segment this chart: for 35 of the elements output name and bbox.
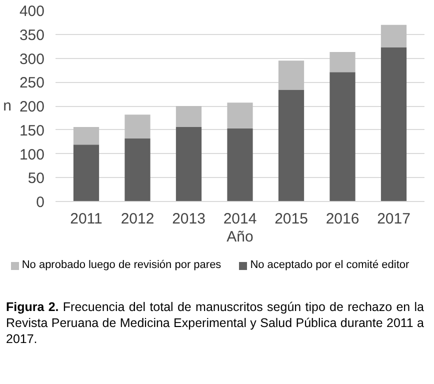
x-tick-label: 2015: [274, 210, 308, 228]
y-tick-label: 50: [28, 170, 45, 188]
bar: [278, 60, 304, 90]
y-tick-label: 350: [19, 26, 45, 44]
bar: [227, 128, 253, 202]
x-tick-label: 2014: [223, 210, 257, 228]
x-tick-label: 2012: [120, 210, 154, 228]
legend-label: No aprobado luego de revisión por pares: [20, 258, 222, 273]
x-tick-label: 2011: [70, 210, 102, 228]
bar: [278, 90, 304, 202]
bar: [380, 47, 407, 202]
y-tick-label: 100: [19, 146, 45, 164]
y-tick-label: 200: [19, 98, 45, 116]
bar: [124, 138, 150, 202]
bar: [124, 114, 150, 138]
x-tick-label: 2013: [172, 210, 206, 228]
y-tick-label: 400: [19, 3, 45, 20]
bar: [227, 102, 253, 128]
y-tick-label: 150: [19, 122, 45, 140]
y-tick-label: 300: [19, 50, 45, 68]
x-tick-label: 2017: [377, 210, 410, 228]
y-tick-label: 250: [19, 74, 45, 92]
bar: [73, 144, 100, 202]
bar: [176, 127, 202, 202]
bar: [330, 72, 356, 202]
bar: [176, 106, 202, 128]
legend-label: No aceptado por el comité editor: [249, 258, 410, 273]
x-tick-label: 2016: [326, 210, 360, 228]
y-axis-title: n: [3, 98, 12, 114]
x-axis-title: Año: [226, 228, 254, 246]
y-tick-label: 0: [36, 194, 44, 211]
bar: [330, 52, 356, 72]
bar: [73, 127, 100, 145]
text: Figura 2. Frecuencia del total de manuscritos según tipo de rechazo en la Revista Peruana de Medicina Experimental y Salud Pública durante 2011 a 2017.: [6, 298, 424, 348]
bar: [380, 24, 407, 48]
